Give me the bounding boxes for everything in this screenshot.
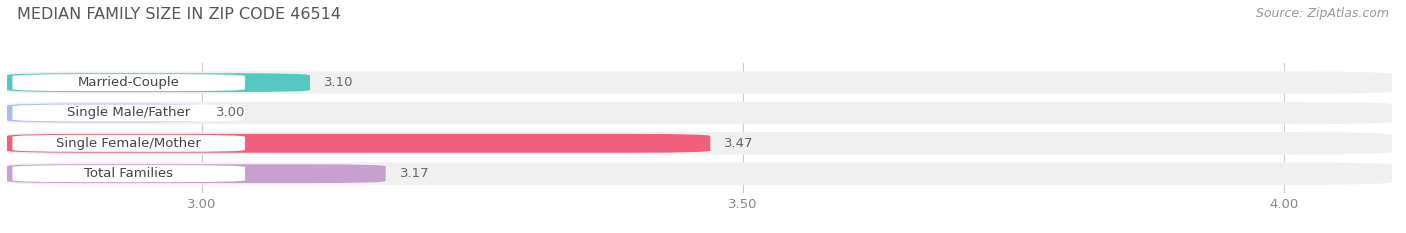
FancyBboxPatch shape (7, 164, 385, 183)
FancyBboxPatch shape (7, 102, 1392, 124)
Text: 3.10: 3.10 (323, 76, 353, 89)
FancyBboxPatch shape (7, 134, 710, 153)
FancyBboxPatch shape (7, 162, 1392, 185)
Text: 3.47: 3.47 (724, 137, 754, 150)
FancyBboxPatch shape (13, 165, 245, 182)
Text: Married-Couple: Married-Couple (77, 76, 180, 89)
FancyBboxPatch shape (7, 71, 1392, 94)
FancyBboxPatch shape (13, 74, 245, 91)
FancyBboxPatch shape (7, 73, 309, 92)
FancyBboxPatch shape (13, 135, 245, 152)
Text: Source: ZipAtlas.com: Source: ZipAtlas.com (1256, 7, 1389, 20)
FancyBboxPatch shape (7, 104, 202, 122)
Text: 3.17: 3.17 (399, 167, 429, 180)
Text: Total Families: Total Families (84, 167, 173, 180)
Text: Single Female/Mother: Single Female/Mother (56, 137, 201, 150)
Text: 3.00: 3.00 (217, 106, 245, 120)
FancyBboxPatch shape (7, 132, 1392, 154)
FancyBboxPatch shape (13, 104, 245, 121)
Text: Single Male/Father: Single Male/Father (67, 106, 190, 120)
Text: MEDIAN FAMILY SIZE IN ZIP CODE 46514: MEDIAN FAMILY SIZE IN ZIP CODE 46514 (17, 7, 340, 22)
